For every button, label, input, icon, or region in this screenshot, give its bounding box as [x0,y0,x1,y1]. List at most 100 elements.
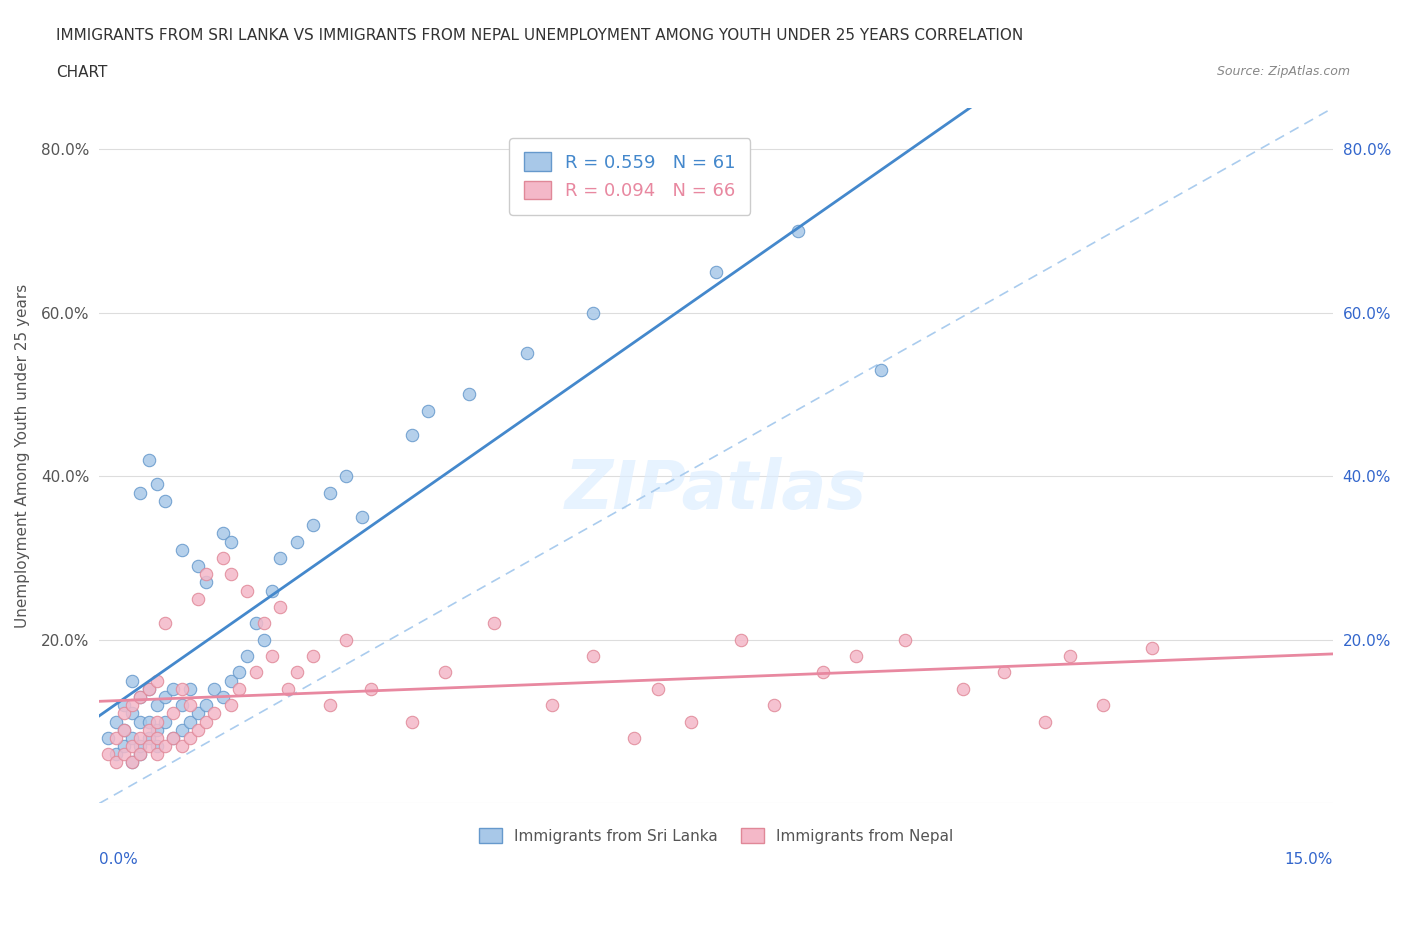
Point [352,510,374,525]
Point [269,600,291,615]
Point [236,583,259,598]
Point [952,682,974,697]
Text: ZIPatlas: ZIPatlas [565,458,868,524]
Point [162,682,184,697]
Point [162,730,184,745]
Point [647,682,669,697]
Point [228,682,250,697]
Point [211,689,233,704]
Point [153,493,176,508]
Point [112,738,135,753]
Point [195,567,218,582]
Point [138,714,160,729]
Point [96,747,118,762]
Legend: Immigrants from Sri Lanka, Immigrants from Nepal: Immigrants from Sri Lanka, Immigrants fr… [471,820,960,851]
Point [245,665,267,680]
Point [104,747,127,762]
Point [146,477,169,492]
Point [129,747,152,762]
Point [1059,649,1081,664]
Point [228,665,250,680]
Text: Source: ZipAtlas.com: Source: ZipAtlas.com [1216,65,1350,78]
Point [153,689,176,704]
Point [170,542,193,557]
Point [112,747,135,762]
Point [433,665,456,680]
Point [245,616,267,631]
Point [211,526,233,541]
Point [170,682,193,697]
Point [170,738,193,753]
Point [762,698,785,712]
Point [112,698,135,712]
Point [179,714,201,729]
Point [993,665,1015,680]
Point [195,575,218,590]
Point [204,682,226,697]
Point [121,706,143,721]
Point [623,730,645,745]
Point [418,404,440,418]
Point [179,698,201,712]
Point [121,673,143,688]
Point [869,363,891,378]
Point [96,730,118,745]
Point [138,730,160,745]
Point [285,665,308,680]
Point [138,738,160,753]
Point [204,706,226,721]
Point [170,698,193,712]
Point [129,730,152,745]
Point [219,534,242,549]
Point [138,723,160,737]
Point [187,723,209,737]
Point [170,723,193,737]
Point [269,551,291,565]
Point [104,714,127,729]
Point [138,682,160,697]
Point [112,723,135,737]
Text: IMMIGRANTS FROM SRI LANKA VS IMMIGRANTS FROM NEPAL UNEMPLOYMENT AMONG YOUTH UNDE: IMMIGRANTS FROM SRI LANKA VS IMMIGRANTS … [56,28,1024,43]
Point [146,698,169,712]
Y-axis label: Unemployment Among Youth under 25 years: Unemployment Among Youth under 25 years [15,284,30,628]
Point [146,714,169,729]
Point [211,551,233,565]
Point [335,632,357,647]
Point [302,518,325,533]
Point [582,305,605,320]
Point [318,485,340,500]
Point [318,698,340,712]
Point [302,649,325,664]
Point [129,738,152,753]
Point [146,738,169,753]
Point [195,698,218,712]
Text: 15.0%: 15.0% [1285,852,1333,867]
Point [195,714,218,729]
Point [1091,698,1114,712]
Point [360,682,382,697]
Point [129,714,152,729]
Point [458,387,481,402]
Point [121,755,143,770]
Point [138,452,160,467]
Point [845,649,868,664]
Point [121,698,143,712]
Point [219,567,242,582]
Point [236,649,259,664]
Point [894,632,917,647]
Point [179,682,201,697]
Point [129,485,152,500]
Point [1033,714,1056,729]
Point [179,730,201,745]
Point [277,682,299,697]
Point [401,428,423,443]
Point [146,723,169,737]
Point [582,649,605,664]
Point [138,682,160,697]
Text: 0.0%: 0.0% [100,852,138,867]
Point [153,616,176,631]
Point [187,591,209,606]
Point [681,714,703,729]
Point [129,689,152,704]
Point [811,665,834,680]
